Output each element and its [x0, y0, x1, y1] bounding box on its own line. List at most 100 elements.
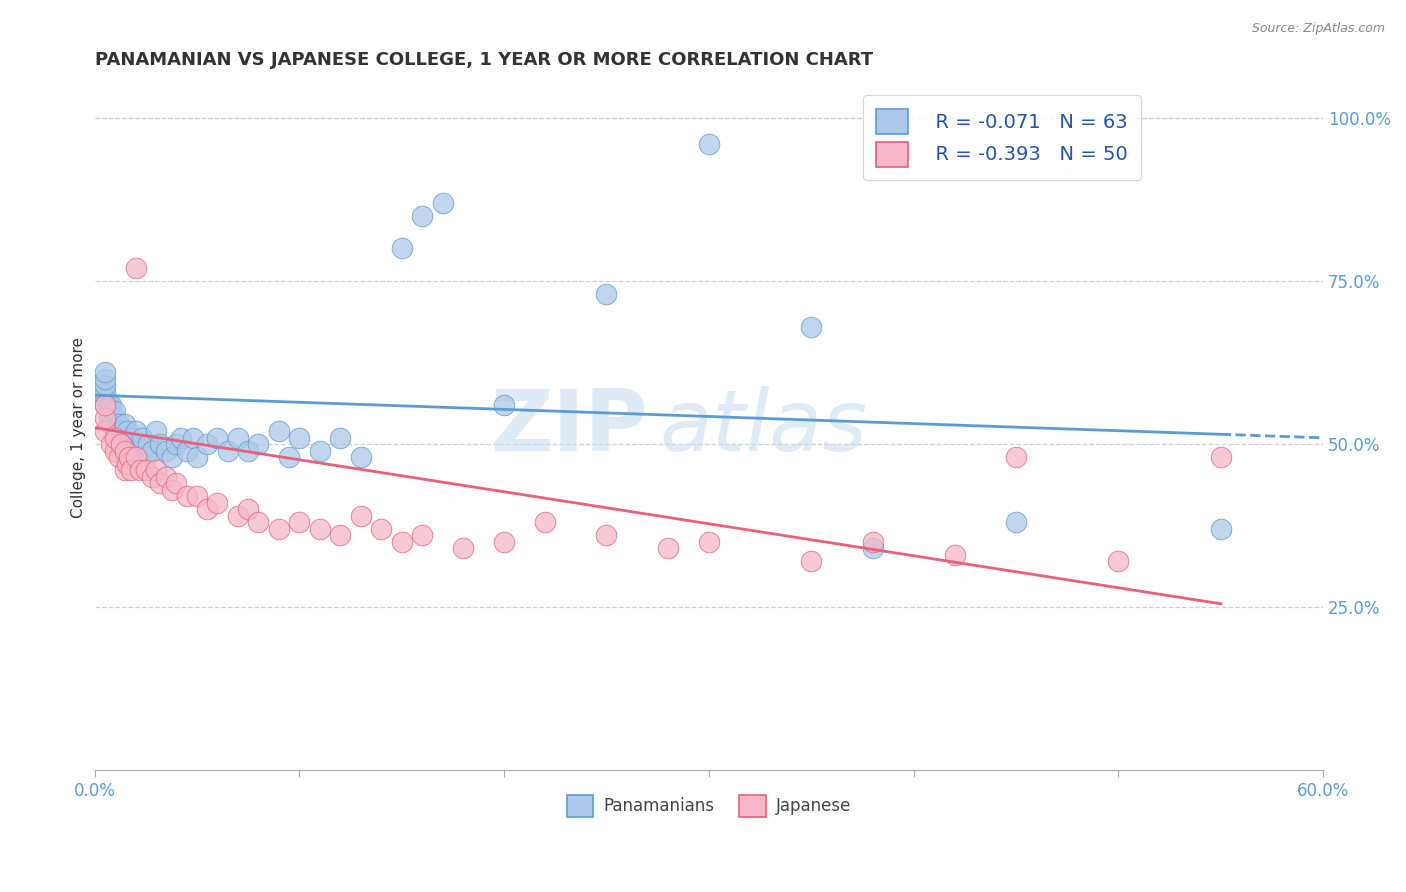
Point [943, 548, 966, 562]
Point [176, 489, 198, 503]
Point [267, 424, 290, 438]
Point [391, 242, 413, 256]
Text: Source: ZipAtlas.com: Source: ZipAtlas.com [1251, 22, 1385, 36]
Point [100, 417, 122, 432]
Point [118, 443, 141, 458]
Point [108, 431, 131, 445]
Point [595, 287, 617, 301]
Point [186, 489, 208, 503]
Point [108, 417, 131, 432]
Point [288, 516, 311, 530]
Point [162, 450, 184, 464]
Point [118, 450, 141, 464]
Point [166, 437, 188, 451]
Point [494, 534, 516, 549]
Point [411, 209, 433, 223]
Point [128, 463, 150, 477]
Point [141, 469, 163, 483]
Point [451, 541, 474, 556]
Point [432, 195, 454, 210]
Point [120, 431, 142, 445]
Point [104, 431, 127, 445]
Point [124, 260, 146, 275]
Point [110, 437, 132, 451]
Point [308, 443, 330, 458]
Point [226, 431, 249, 445]
Point [124, 437, 146, 451]
Point [114, 450, 136, 464]
Point [1209, 522, 1232, 536]
Point [117, 457, 139, 471]
Point [370, 522, 392, 536]
Point [350, 450, 373, 464]
Point [94, 424, 117, 438]
Point [135, 463, 157, 477]
Point [114, 417, 136, 432]
Point [329, 431, 352, 445]
Point [595, 528, 617, 542]
Point [155, 443, 177, 458]
Point [135, 450, 157, 464]
Point [97, 398, 120, 412]
Point [120, 463, 142, 477]
Point [350, 508, 373, 523]
Point [494, 398, 516, 412]
Point [108, 450, 131, 464]
Point [149, 476, 172, 491]
Point [94, 392, 117, 406]
Point [94, 398, 117, 412]
Point [800, 319, 823, 334]
Point [181, 431, 204, 445]
Point [104, 411, 127, 425]
Point [94, 398, 117, 412]
Text: PANAMANIAN VS JAPANESE COLLEGE, 1 YEAR OR MORE CORRELATION CHART: PANAMANIAN VS JAPANESE COLLEGE, 1 YEAR O… [94, 51, 873, 69]
Point [149, 437, 172, 451]
Point [94, 378, 117, 392]
Point [117, 424, 139, 438]
Point [207, 431, 229, 445]
Legend: Panamanians, Japanese: Panamanians, Japanese [560, 789, 858, 823]
Point [169, 431, 191, 445]
Point [308, 522, 330, 536]
Point [247, 516, 270, 530]
Point [207, 496, 229, 510]
Point [94, 384, 117, 399]
Point [104, 424, 127, 438]
Point [236, 502, 259, 516]
Point [267, 522, 290, 536]
Point [117, 437, 139, 451]
Point [697, 534, 720, 549]
Point [100, 398, 122, 412]
Point [1005, 450, 1028, 464]
Point [697, 137, 720, 152]
Point [94, 365, 117, 379]
Point [1209, 450, 1232, 464]
Point [114, 443, 136, 458]
Point [128, 443, 150, 458]
Point [195, 502, 218, 516]
Point [94, 411, 117, 425]
Point [110, 424, 132, 438]
Point [1107, 554, 1129, 568]
Point [104, 424, 127, 438]
Point [141, 443, 163, 458]
Point [195, 437, 218, 451]
Point [136, 437, 159, 451]
Point [1005, 516, 1028, 530]
Y-axis label: College, 1 year or more: College, 1 year or more [72, 337, 86, 518]
Point [217, 443, 239, 458]
Point [391, 534, 413, 549]
Point [657, 541, 679, 556]
Point [122, 450, 145, 464]
Point [236, 443, 259, 458]
Point [278, 450, 301, 464]
Point [131, 431, 153, 445]
Point [97, 411, 120, 425]
Point [329, 528, 352, 542]
Point [186, 450, 208, 464]
Point [411, 528, 433, 542]
Point [104, 404, 127, 418]
Point [800, 554, 823, 568]
Point [110, 443, 132, 458]
Point [104, 443, 127, 458]
